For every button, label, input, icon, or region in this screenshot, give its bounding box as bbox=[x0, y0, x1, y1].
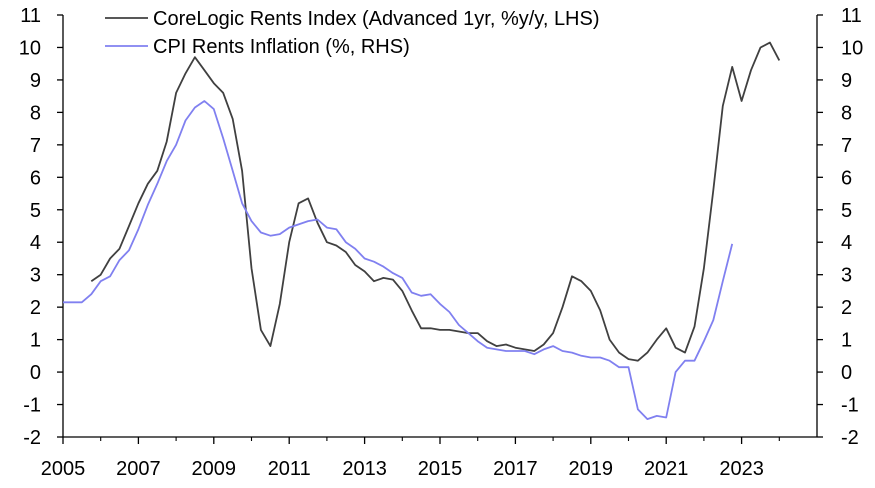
y-right-tick-label: 2 bbox=[841, 297, 852, 319]
y-left-tick-label: 10 bbox=[19, 37, 41, 59]
x-tick-label: 2007 bbox=[116, 458, 161, 480]
series-line-cpi bbox=[63, 100, 734, 421]
x-tick-label: 2013 bbox=[342, 458, 387, 480]
y-right-tick-label: 3 bbox=[841, 265, 852, 287]
y-left-tick-label: 3 bbox=[30, 265, 41, 287]
x-tick-label: 2021 bbox=[644, 458, 689, 480]
y-right-tick-label: 5 bbox=[841, 200, 852, 222]
y-right-tick-label: 11 bbox=[841, 5, 862, 27]
y-right-tick-label: -1 bbox=[841, 395, 859, 417]
y-left-tick-label: 0 bbox=[30, 362, 41, 384]
axes bbox=[62, 15, 818, 438]
x-tick-label: 2019 bbox=[569, 458, 614, 480]
y-left-tick-label: 9 bbox=[30, 70, 41, 92]
y-left-tick-label: 4 bbox=[30, 232, 41, 254]
x-tick-label: 2011 bbox=[268, 458, 311, 480]
y-right-tick-label: 6 bbox=[841, 167, 852, 189]
y-right-tick-label: 4 bbox=[841, 232, 852, 254]
x-ticks: 2005 2007 2009 2011 2013 2015 2017 2019 2021 2023 bbox=[41, 437, 780, 480]
y-right-tick-label: 9 bbox=[841, 70, 852, 92]
y-right-tick-label: 8 bbox=[841, 102, 852, 124]
x-tick-label: 2009 bbox=[192, 458, 237, 480]
y-left-tick-label: 7 bbox=[30, 135, 41, 157]
y-left-tick-label: 1 bbox=[30, 330, 41, 352]
x-tick-label: 2005 bbox=[41, 458, 86, 480]
series-layer bbox=[63, 41, 781, 421]
y-left-tick-label: 5 bbox=[30, 200, 41, 222]
y-right-tick-label: 10 bbox=[841, 37, 863, 59]
y-left-tick-label: -1 bbox=[23, 395, 41, 417]
y-left-tick-label: 6 bbox=[30, 167, 41, 189]
legend-label-cpi: CPI Rents Inflation (%, RHS) bbox=[153, 36, 410, 58]
y-right-tick-label: -2 bbox=[841, 427, 859, 449]
y-left-tick-label: 2 bbox=[30, 297, 41, 319]
y-right-tick-label: 1 bbox=[841, 330, 852, 352]
y-left-tick-label: -2 bbox=[23, 427, 41, 449]
y-right-tick-label: 7 bbox=[841, 135, 852, 157]
y-left-tick-label: 11 bbox=[20, 5, 41, 27]
y-right-tick-label: 0 bbox=[841, 362, 852, 384]
series-line-corelogic bbox=[90, 41, 781, 362]
legend-label-corelogic: CoreLogic Rents Index (Advanced 1yr, %y/… bbox=[153, 8, 600, 30]
x-tick-label: 2023 bbox=[719, 458, 764, 480]
x-tick-label: 2017 bbox=[493, 458, 538, 480]
legend: CoreLogic Rents Index (Advanced 1yr, %y/… bbox=[105, 8, 600, 58]
y-left-tick-label: 8 bbox=[30, 102, 41, 124]
x-tick-label: 2015 bbox=[418, 458, 463, 480]
